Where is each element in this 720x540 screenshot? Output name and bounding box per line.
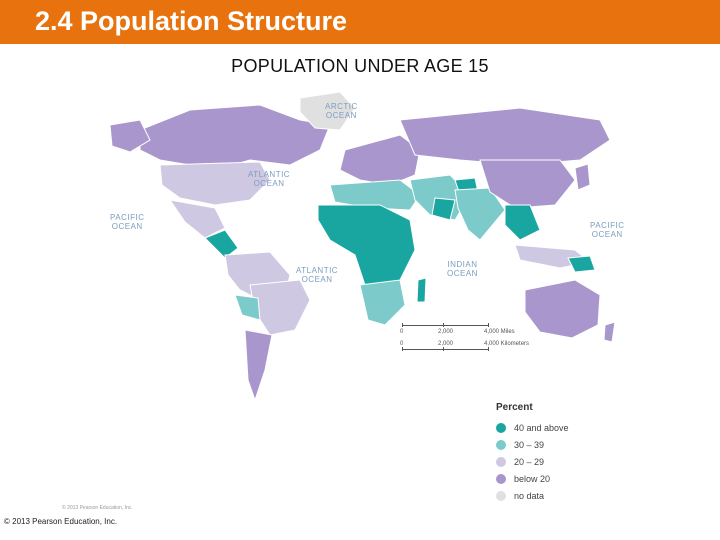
legend-swatch xyxy=(496,422,506,433)
slide-title-bar: 2.4 Population Structure xyxy=(0,0,720,44)
legend-item: below 20 xyxy=(496,470,636,487)
legend-swatch xyxy=(496,490,506,501)
scale-km-4000: 4,000 Kilometers xyxy=(484,341,530,347)
region-bolivia-paraguay xyxy=(234,294,261,321)
world-map: ARCTIC OCEAN ATLANTIC OCEAN PACIFIC OCEA… xyxy=(0,80,720,510)
ocean-label-atlantic-south: ATLANTIC OCEAN xyxy=(296,266,339,284)
legend-swatch xyxy=(496,473,506,484)
region-europe xyxy=(339,134,421,186)
legend-item: 20 – 29 xyxy=(496,453,636,470)
world-map-graphic xyxy=(109,91,616,402)
region-mexico xyxy=(168,199,226,239)
region-greenland xyxy=(299,91,356,131)
ocean-label-arctic: ARCTIC OCEAN xyxy=(325,102,358,120)
ocean-label-pacific-west: PACIFIC OCEAN xyxy=(590,221,625,239)
region-southern-africa xyxy=(359,279,406,326)
region-new-zealand xyxy=(603,321,616,343)
map-credit: © 2013 Pearson Education, Inc. xyxy=(62,505,133,511)
map-scale: 0 2,000 4,000 Miles 0 2,000 4,000 Kilome… xyxy=(398,323,538,359)
legend-label: no data xyxy=(514,490,545,501)
region-russia xyxy=(399,107,611,166)
scale-miles-4000: 4,000 Miles xyxy=(484,329,515,335)
region-papua xyxy=(567,255,596,273)
region-usa xyxy=(159,161,271,206)
scale-km-0: 0 xyxy=(400,341,404,347)
ocean-label-pacific-east: PACIFIC OCEAN xyxy=(110,213,145,231)
region-middle-east xyxy=(409,174,471,221)
region-japan xyxy=(574,163,591,191)
region-southern-cone xyxy=(244,329,273,402)
footer-copyright: © 2013 Pearson Education, Inc. xyxy=(4,517,118,526)
ocean-label-atlantic-north: ATLANTIC OCEAN xyxy=(248,170,291,188)
legend-swatch xyxy=(496,439,506,450)
legend-swatch xyxy=(496,456,506,467)
map-title: POPULATION UNDER AGE 15 xyxy=(231,56,489,76)
region-iraq-yemen xyxy=(431,197,456,221)
scale-bar-miles xyxy=(402,325,488,326)
legend-label: below 20 xyxy=(514,473,551,484)
legend-label: 20 – 29 xyxy=(514,456,545,467)
scale-km-2000: 2,000 xyxy=(438,341,454,347)
scale-miles-2000: 2,000 xyxy=(438,329,454,335)
region-madagascar xyxy=(416,277,427,303)
legend-item: 30 – 39 xyxy=(496,436,636,453)
legend-label: 40 and above xyxy=(514,422,569,433)
region-alaska xyxy=(109,119,151,153)
region-north-africa xyxy=(329,179,421,211)
scale-miles-0: 0 xyxy=(400,329,404,335)
legend-item: no data xyxy=(496,487,636,504)
legend-label: 30 – 39 xyxy=(514,439,545,450)
region-central-america xyxy=(204,229,239,259)
slide-title: 2.4 Population Structure xyxy=(35,6,348,36)
region-australia xyxy=(524,279,601,339)
region-china xyxy=(479,159,576,209)
legend-item: 40 and above xyxy=(496,419,636,436)
map-legend: Percent 40 and above 30 – 39 20 – 29 bel… xyxy=(496,402,636,504)
scale-bar-km xyxy=(402,349,488,350)
region-canada xyxy=(139,104,331,171)
legend-heading: Percent xyxy=(496,402,533,413)
ocean-label-indian: INDIAN OCEAN xyxy=(447,260,478,278)
region-southeast-asia xyxy=(504,204,541,241)
